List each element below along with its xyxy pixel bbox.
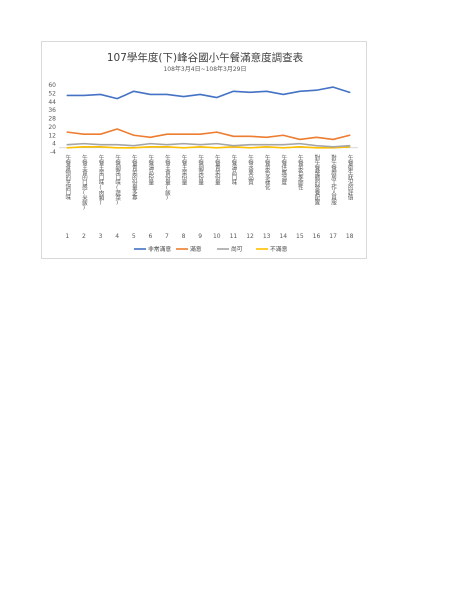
x-tick-label: 13 [263, 233, 271, 240]
x-category-label: 對午餐整體的營養配置 [313, 154, 320, 206]
series-line-3 [66, 142, 351, 148]
x-tick-label: 15 [296, 233, 304, 240]
x-category-label: 午餐主菜份量 [181, 154, 188, 187]
y-tick-label: 52 [48, 90, 56, 97]
legend-label: 不滿意 [270, 245, 288, 253]
x-tick-label: 18 [346, 233, 354, 240]
x-tick-label: 16 [313, 233, 321, 240]
x-tick-label: 12 [246, 233, 254, 240]
x-tick-label: 5 [132, 233, 136, 240]
x-category-label: 午餐主食的口感(米飯) [81, 154, 88, 211]
chart-title: 107學年度(下)峰谷國小午餐滿意度調查表 [107, 51, 304, 64]
x-category-label: 午餐主菜口味(肉類) [98, 154, 105, 206]
x-category-label: 午餐菜色季節性 [297, 154, 304, 192]
x-category-label: 午餐供應溫度 [280, 154, 287, 187]
x-category-label: 午餐衛生狀況的評價 [347, 154, 354, 202]
y-tick-label: 28 [48, 116, 56, 123]
x-category-label: 對午餐廚房工作人員服 [330, 154, 337, 207]
y-tick-label: 44 [48, 99, 56, 106]
chart-frame: 107學年度(下)峰谷國小午餐滿意度調查表 108年3月4日~108年3月29日 -… [41, 41, 367, 259]
y-tick-label: 60 [48, 82, 56, 89]
x-tick-label: 2 [82, 233, 86, 240]
y-tick-label: 20 [48, 124, 56, 131]
y-tick-label: 4 [52, 141, 56, 148]
legend-label: 非常滿意 [148, 245, 171, 253]
series-line-1 [66, 86, 351, 100]
legend-label: 尚可 [231, 245, 243, 253]
chart-subtitle: 108年3月4日~108年3月29日 [163, 65, 246, 73]
y-tick-label: 36 [48, 107, 56, 114]
y-tick-label: -4 [50, 149, 56, 156]
x-category-label: 午餐湯品口味 [230, 154, 237, 187]
legend-label: 滿意 [190, 245, 202, 253]
x-category-label: 午餐副菜口味(蔬菜) [114, 154, 121, 206]
series-line-2 [66, 128, 351, 141]
x-tick-label: 14 [279, 233, 287, 240]
x-tick-label: 3 [99, 233, 103, 240]
x-category-label: 午餐水果品質 [247, 154, 254, 187]
x-category-label: 午餐湯品份量 [147, 154, 154, 187]
x-tick-label: 17 [329, 233, 337, 240]
x-category-label: 午餐青菜份量 [214, 154, 221, 187]
y-tick-label: 12 [48, 132, 56, 139]
x-category-label: 午餐菜色多樣化 [264, 154, 271, 192]
x-tick-label: 6 [148, 233, 152, 240]
x-tick-label: 4 [115, 233, 119, 240]
x-category-label: 午餐青菜的份量多寡 [131, 154, 138, 202]
x-tick-label: 8 [182, 233, 186, 240]
x-tick-label: 1 [65, 233, 69, 240]
x-tick-label: 10 [213, 233, 221, 240]
x-tick-label: 11 [230, 233, 238, 240]
x-tick-label: 9 [198, 233, 202, 240]
x-category-label: 午餐副菜份量 [197, 154, 204, 187]
x-tick-label: 7 [165, 233, 169, 240]
x-category-label: 午餐食物的烹調口味 [64, 154, 71, 202]
series-line-4 [66, 145, 351, 149]
x-category-label: 午餐主食份量(飯) [164, 154, 171, 201]
